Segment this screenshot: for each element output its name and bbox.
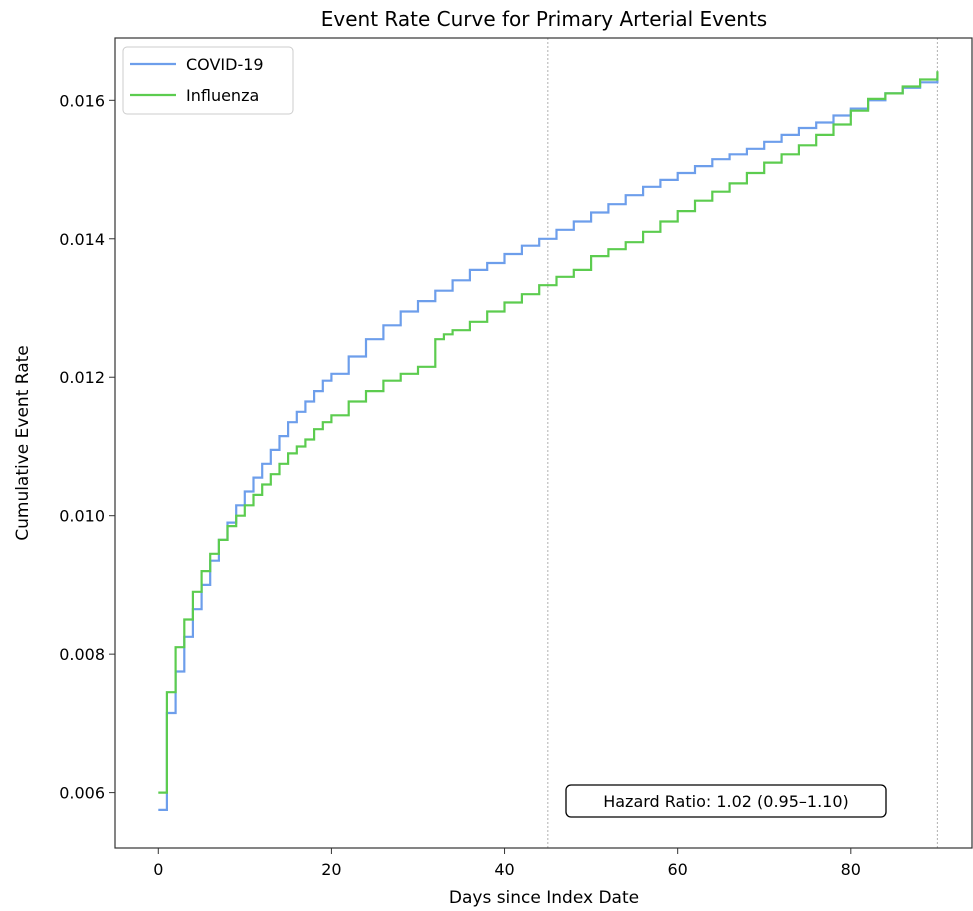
legend-label-covid: COVID-19 [186, 55, 264, 74]
legend: COVID-19 Influenza [122, 46, 294, 115]
y-tick-label: 0.008 [59, 645, 105, 664]
x-axis-ticks: 0 20 40 60 80 [153, 848, 861, 879]
x-tick-label: 0 [153, 860, 163, 879]
legend-label-influenza: Influenza [186, 86, 259, 105]
y-tick-label: 0.016 [59, 91, 105, 110]
x-tick-label: 40 [494, 860, 514, 879]
x-tick-label: 80 [841, 860, 861, 879]
y-axis-label: Cumulative Event Rate [13, 345, 33, 541]
chart-title: Event Rate Curve for Primary Arterial Ev… [321, 7, 767, 31]
hazard-ratio-annotation: Hazard Ratio: 1.02 (0.95–1.10) [565, 784, 887, 818]
series-line-influenza [158, 71, 939, 794]
series-line-covid-19 [158, 76, 939, 811]
x-axis-label: Days since Index Date [449, 888, 639, 908]
plot-frame [114, 37, 973, 849]
y-tick-label: 0.014 [59, 230, 105, 249]
y-axis-ticks: 0.006 0.008 0.010 0.012 0.014 0.016 [59, 91, 115, 803]
reference-lines [547, 38, 938, 848]
annotation-text: Hazard Ratio: 1.02 (0.95–1.10) [603, 792, 849, 811]
annotation-box [565, 784, 887, 818]
y-tick-label: 0.010 [59, 507, 105, 526]
series-lines [158, 71, 939, 811]
x-tick-label: 60 [667, 860, 687, 879]
y-tick-label: 0.006 [59, 784, 105, 803]
y-tick-label: 0.012 [59, 368, 105, 387]
x-tick-label: 20 [321, 860, 341, 879]
